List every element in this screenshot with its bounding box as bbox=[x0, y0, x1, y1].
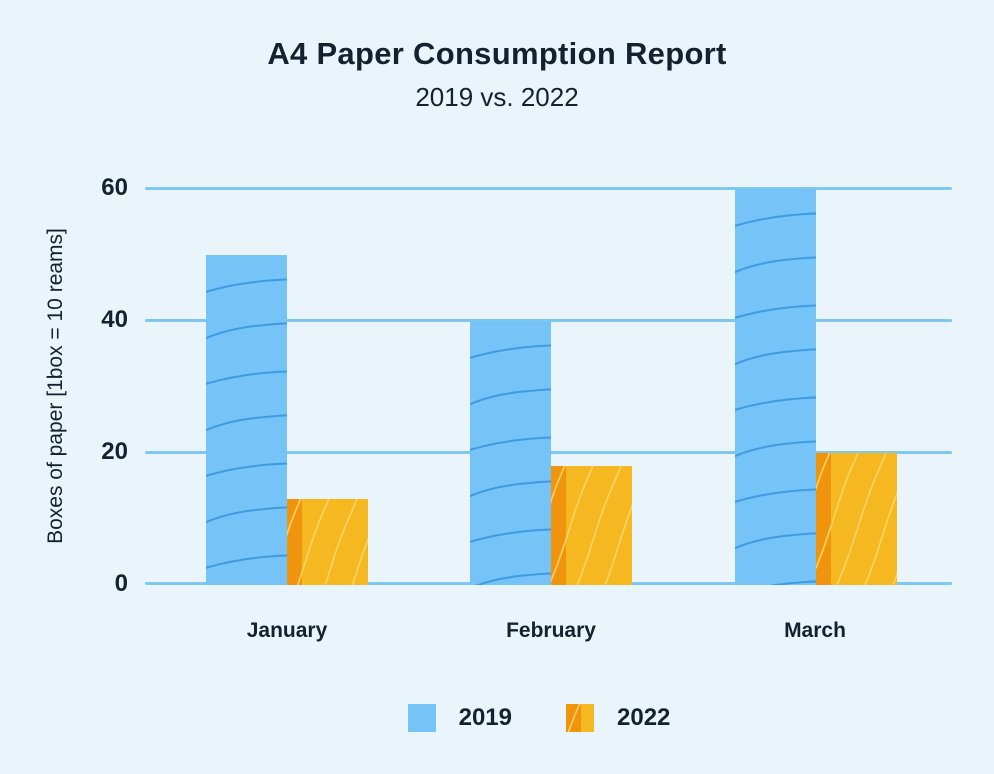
y-axis-title: Boxes of paper [1box = 10 reams] bbox=[44, 228, 67, 544]
bar-2022-february bbox=[551, 466, 632, 585]
gridline-60 bbox=[145, 187, 952, 190]
y-axis-title-box: Boxes of paper [1box = 10 reams] bbox=[36, 188, 76, 584]
y-tick-40: 40 bbox=[101, 306, 128, 333]
y-tick-0: 0 bbox=[114, 570, 128, 597]
legend-item-2019: 2019 bbox=[407, 704, 512, 732]
legend-swatch-2022 bbox=[566, 704, 594, 732]
bar-group-january bbox=[206, 255, 368, 585]
bar-2019-february bbox=[470, 321, 551, 585]
legend-item-2022: 2022 bbox=[566, 704, 670, 732]
legend-label-2022: 2022 bbox=[617, 704, 671, 731]
bar-2019-march bbox=[735, 189, 816, 585]
bar-2019-january bbox=[206, 255, 287, 585]
plot-area bbox=[145, 187, 952, 585]
bar-group-february bbox=[470, 321, 632, 585]
legend-swatch-2019 bbox=[407, 704, 436, 732]
bar-2022-january bbox=[287, 499, 368, 585]
x-label-february: February bbox=[506, 619, 596, 642]
chart-title: A4 Paper Consumption Report bbox=[267, 36, 727, 71]
legend: 2019 2022 bbox=[0, 704, 994, 732]
bar-2022-march bbox=[816, 453, 897, 585]
y-tick-60: 60 bbox=[101, 174, 128, 201]
gridline-40 bbox=[145, 319, 952, 322]
y-tick-20: 20 bbox=[101, 438, 128, 465]
bar-group-march bbox=[735, 189, 897, 585]
x-label-march: March bbox=[784, 619, 846, 642]
chart-subtitle: 2019 vs. 2022 bbox=[415, 82, 579, 112]
x-label-january: January bbox=[246, 619, 328, 642]
legend-label-2019: 2019 bbox=[458, 704, 512, 731]
